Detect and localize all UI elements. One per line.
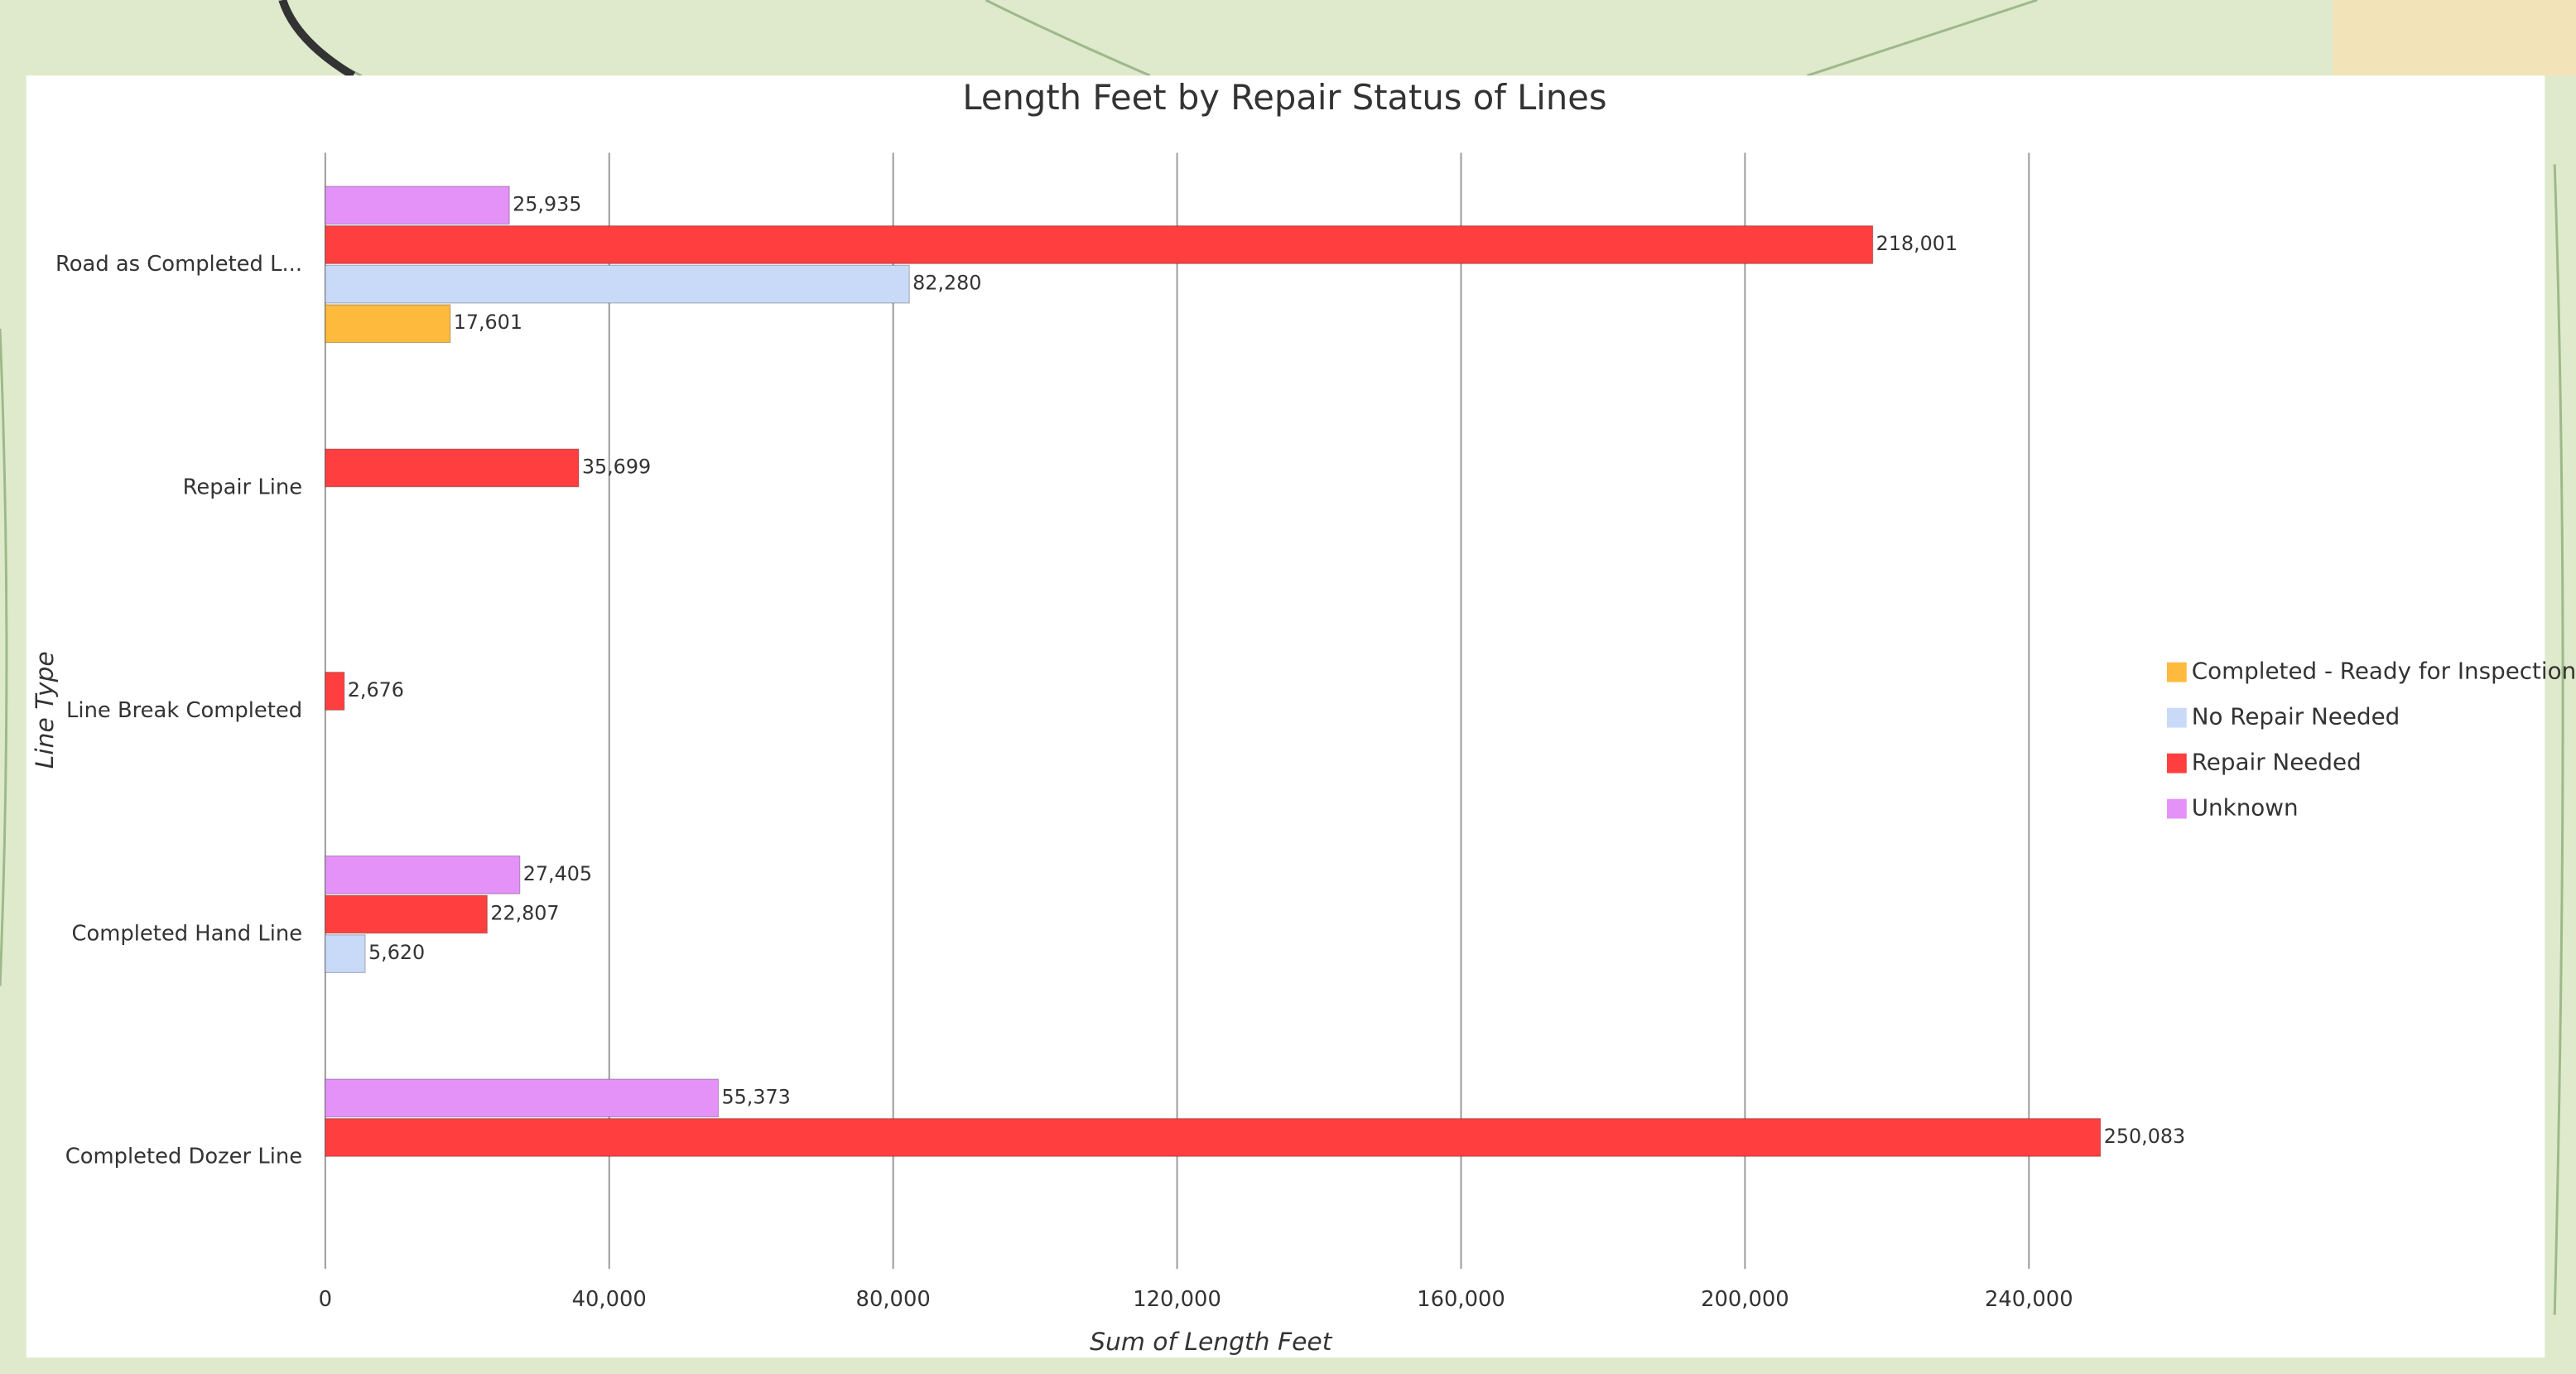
data-label: 250,083 [2104,1125,2185,1148]
bar [325,1079,719,1117]
data-label: 35,699 [582,455,651,478]
bar [325,935,365,973]
chart-title: Length Feet by Repair Status of Lines [962,77,1606,118]
legend-label: Unknown [2192,794,2299,822]
x-tick-label: 120,000 [1133,1287,1221,1312]
bar [325,673,344,711]
x-tick-label: 80,000 [856,1287,931,1312]
bar [325,265,909,303]
legend-label: No Repair Needed [2192,703,2400,730]
x-tick-label: 160,000 [1417,1287,1505,1312]
x-axis-title: Sum of Length Feet [1090,1328,1333,1357]
data-label: 218,001 [1876,232,1957,255]
x-tick-label: 0 [319,1287,332,1312]
page: Length Feet by Repair Status of Lines Su… [0,0,2576,1374]
y-axis-title: Line Type [31,651,60,769]
bar [325,856,520,894]
legend-swatch [2167,799,2187,819]
screen: Length Feet by Repair Status of Lines Su… [0,0,2576,1374]
y-tick-label: Completed Dozer Line [65,1145,302,1169]
x-tick-label: 240,000 [1985,1287,2073,1312]
data-label: 2,676 [348,678,404,701]
legend-swatch [2167,663,2187,682]
y-tick-label: Road as Completed L... [55,252,302,277]
data-label: 17,601 [454,311,522,334]
data-label: 5,620 [368,941,425,964]
bar [325,895,488,933]
data-label: 22,807 [490,901,559,924]
legend-swatch [2167,708,2187,728]
legend-swatch [2167,754,2187,774]
y-tick-label: Completed Hand Line [71,921,302,946]
bar [325,186,509,224]
legend-label: Repair Needed [2192,749,2362,776]
data-label: 55,373 [722,1085,791,1108]
bar [325,226,1873,264]
data-label: 82,280 [912,272,981,295]
legend-label: Completed - Ready for Inspection [2192,658,2576,685]
x-tick-label: 40,000 [572,1287,647,1312]
x-tick-label: 200,000 [1701,1287,1789,1312]
y-tick-label: Repair Line [183,475,302,499]
map-area [2333,0,2576,75]
bar [325,449,579,487]
bar [325,305,450,343]
data-label: 27,405 [523,862,592,885]
data-label: 25,935 [513,192,581,215]
bar [325,1119,2101,1157]
y-tick-label: Line Break Completed [66,698,302,723]
